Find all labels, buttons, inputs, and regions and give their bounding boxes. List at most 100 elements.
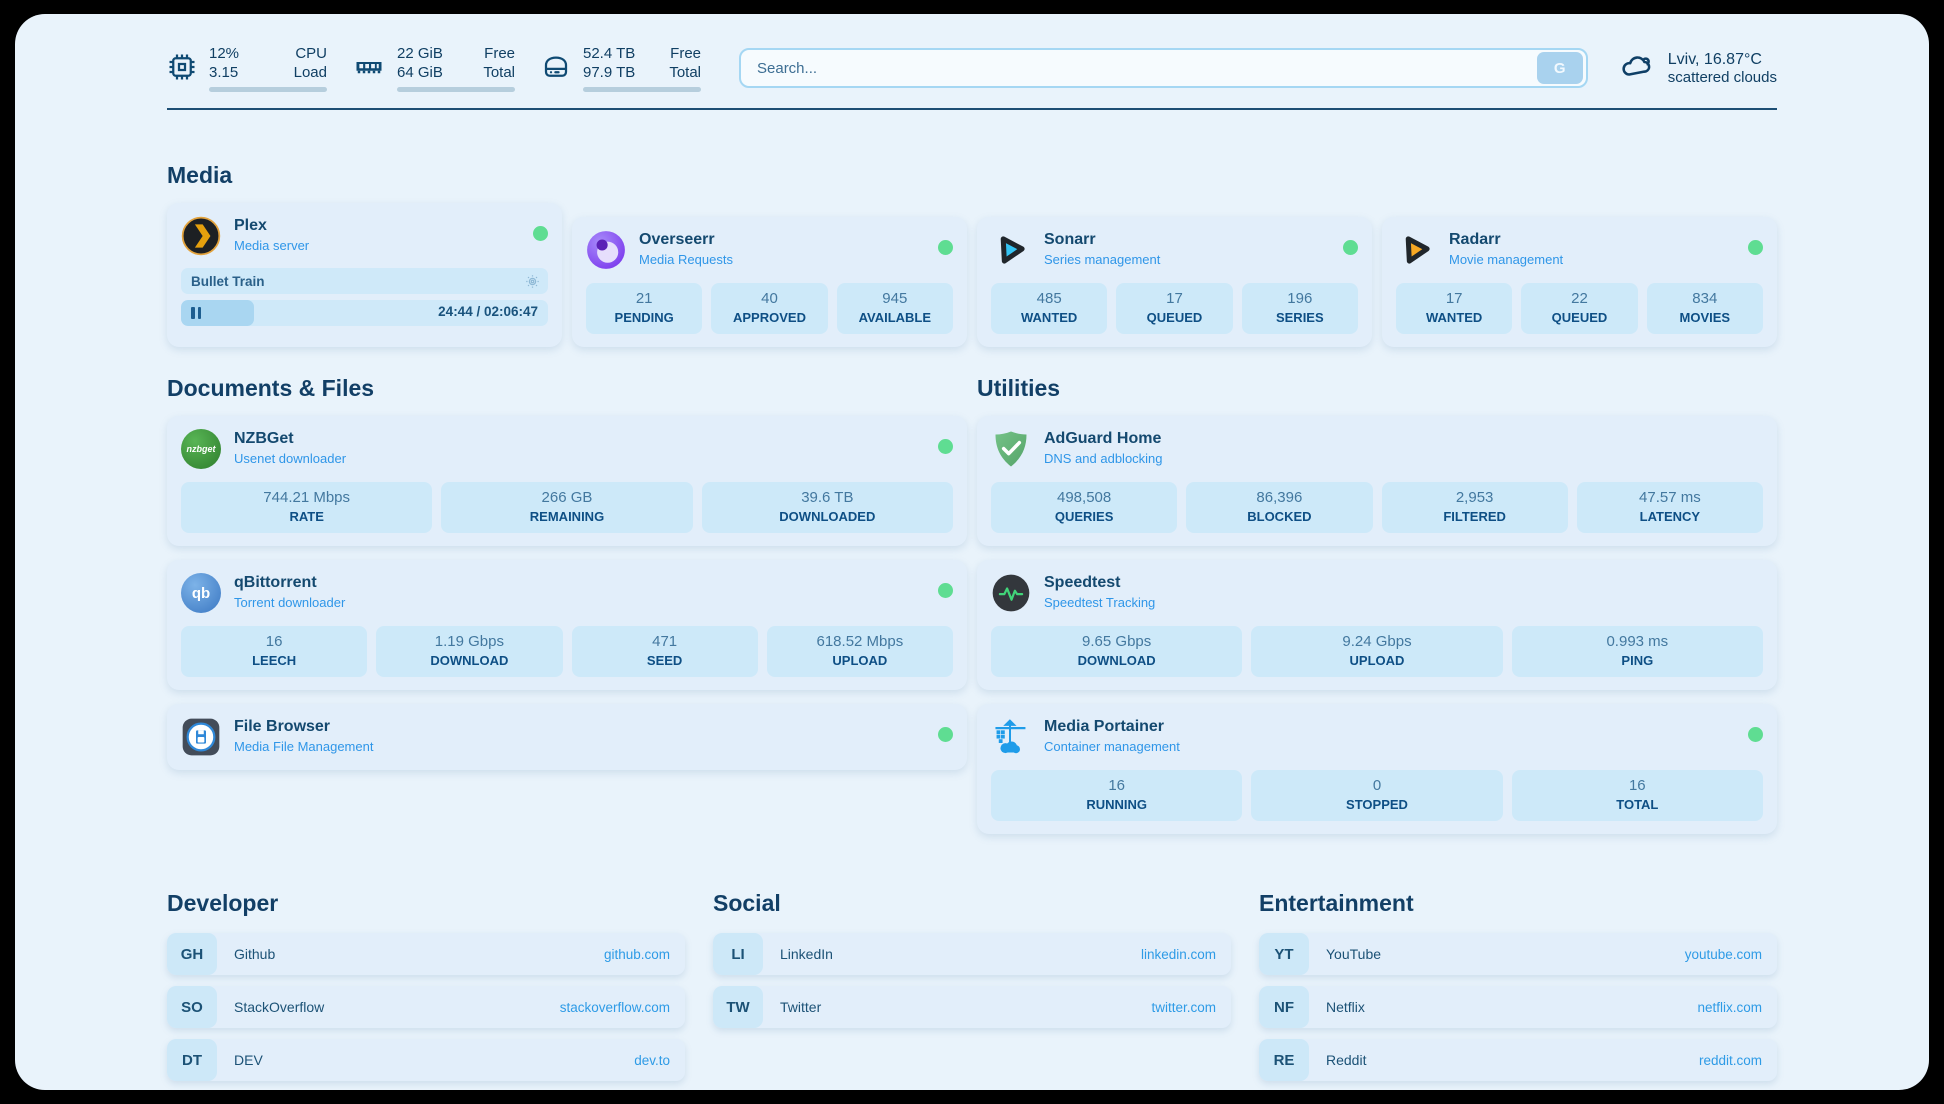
card-adguard[interactable]: AdGuard Home DNS and adblocking 498,508 …	[977, 416, 1777, 546]
search-engine-button[interactable]: G	[1536, 52, 1583, 84]
link-abbr: LI	[713, 933, 763, 975]
app-desc: Series management	[1044, 252, 1161, 267]
ram-label2: Total	[483, 64, 515, 81]
top-bar: 12% 3.15 CPU Load 22 GiB 64 GiB Free Total	[15, 14, 1929, 92]
stat-upload: 618.52 Mbps UPLOAD	[766, 626, 953, 677]
stat-rate: 744.21 Mbps RATE	[181, 482, 433, 533]
stat-series: 196 SERIES	[1241, 283, 1358, 334]
stat-pending: 21 PENDING	[586, 283, 703, 334]
card-nzbget[interactable]: nzbget NZBGet Usenet downloader 744.21 M…	[167, 416, 967, 546]
search-input[interactable]	[741, 59, 1537, 77]
link-reddit[interactable]: RE Reddit reddit.com	[1259, 1039, 1777, 1081]
link-name: Twitter	[780, 999, 822, 1015]
card-radarr[interactable]: Radarr Movie management 17 WANTED 22 QUE…	[1382, 217, 1777, 347]
stat-latency: 47.57 ms LATENCY	[1576, 482, 1763, 533]
gear-icon[interactable]	[525, 274, 540, 289]
app-desc: Media File Management	[234, 739, 374, 754]
stat-approved: 40 APPROVED	[711, 283, 828, 334]
status-dot	[533, 226, 548, 241]
nzbget-icon: nzbget	[181, 429, 221, 469]
status-dot	[938, 439, 953, 454]
cpu-label1: CPU	[295, 45, 327, 62]
stat-queued: 17 QUEUED	[1116, 283, 1233, 334]
app-desc: Usenet downloader	[234, 451, 347, 466]
stat-queries: 498,508 QUERIES	[991, 482, 1178, 533]
ram-free: 22 GiB	[397, 45, 443, 62]
stat-wanted: 17 WANTED	[1396, 283, 1513, 334]
status-dot	[1748, 727, 1763, 742]
status-dot	[938, 240, 953, 255]
stat-movies: 834 MOVIES	[1646, 283, 1763, 334]
cpu-stat: 12% 3.15 CPU Load	[167, 44, 327, 92]
card-qbittorrent[interactable]: qb qBittorrent Torrent downloader 16 LEE…	[167, 560, 967, 690]
stat-downloaded: 39.6 TB DOWNLOADED	[701, 482, 953, 533]
stat-blocked: 86,396 BLOCKED	[1186, 482, 1373, 533]
disk-label1: Free	[670, 45, 701, 62]
filebrowser-icon	[181, 717, 221, 757]
link-name: Netflix	[1326, 999, 1365, 1015]
cpu-percent: 12%	[209, 45, 240, 62]
section-title-entertainment: Entertainment	[1259, 890, 1414, 916]
status-dot	[1748, 240, 1763, 255]
app-name: Overseerr	[639, 231, 715, 248]
disk-icon	[541, 52, 571, 87]
app-name: qBittorrent	[234, 574, 317, 591]
card-sonarr[interactable]: Sonarr Series management 485 WANTED 17 Q…	[977, 217, 1372, 347]
link-name: LinkedIn	[780, 946, 833, 962]
disk-label2: Total	[669, 64, 701, 81]
section-title-social: Social	[713, 890, 781, 916]
developer-column: Developer GH Github github.com SO StackO…	[167, 890, 685, 1090]
radarr-icon	[1396, 230, 1436, 270]
app-name: Plex	[234, 217, 267, 234]
section-title-utilities: Utilities	[977, 375, 1061, 401]
app-desc: Media Requests	[639, 252, 733, 267]
ram-label1: Free	[484, 45, 515, 62]
app-name: NZBGet	[234, 430, 294, 447]
link-abbr: RE	[1259, 1039, 1309, 1081]
qbittorrent-icon: qb	[181, 573, 221, 613]
playback-progress-bar: 24:44 / 02:06:47	[181, 300, 548, 326]
app-name: Speedtest	[1044, 574, 1121, 591]
link-url: linkedin.com	[1140, 946, 1216, 962]
stat-stopped: 0 STOPPED	[1251, 770, 1503, 821]
link-dev[interactable]: DT DEV dev.to	[167, 1039, 685, 1081]
link-linkedin[interactable]: LI LinkedIn linkedin.com	[713, 933, 1231, 975]
link-youtube[interactable]: YT YouTube youtube.com	[1259, 933, 1777, 975]
pause-icon	[191, 307, 201, 319]
stat-remaining: 266 GB REMAINING	[441, 482, 693, 533]
link-url: reddit.com	[1698, 1052, 1762, 1068]
app-desc: Media server	[234, 238, 310, 253]
card-portainer[interactable]: Media Portainer Container management 16 …	[977, 704, 1777, 834]
plex-icon	[181, 216, 221, 256]
link-netflix[interactable]: NF Netflix netflix.com	[1259, 986, 1777, 1028]
link-abbr: DT	[167, 1039, 217, 1081]
card-speedtest[interactable]: Speedtest Speedtest Tracking 9.65 Gbps D…	[977, 560, 1777, 690]
documents-column: Documents & Files nzbget NZBGet Usenet d…	[167, 375, 967, 834]
ram-progress-bar	[397, 87, 515, 92]
link-github[interactable]: GH Github github.com	[167, 933, 685, 975]
link-abbr: YT	[1259, 933, 1309, 975]
stat-download: 9.65 Gbps DOWNLOAD	[991, 626, 1243, 677]
link-name: Github	[234, 946, 276, 962]
link-twitter[interactable]: TW Twitter twitter.com	[713, 986, 1231, 1028]
app-name: Sonarr	[1044, 231, 1096, 248]
portainer-icon	[991, 717, 1031, 757]
link-url: netflix.com	[1697, 999, 1762, 1015]
search-bar: G	[739, 48, 1588, 88]
cpu-loadavg: 3.15	[209, 64, 239, 81]
link-url: github.com	[603, 946, 670, 962]
link-url: twitter.com	[1151, 999, 1216, 1015]
stat-seed: 471 SEED	[571, 626, 758, 677]
link-stackoverflow[interactable]: SO StackOverflow stackoverflow.com	[167, 986, 685, 1028]
card-plex[interactable]: Plex Media server Bullet Train	[167, 203, 562, 347]
card-filebrowser[interactable]: File Browser Media File Management	[167, 704, 967, 770]
speedtest-icon	[991, 573, 1031, 613]
section-title-developer: Developer	[167, 890, 279, 916]
now-playing-title: Bullet Train	[191, 273, 265, 289]
disk-free: 52.4 TB	[583, 45, 636, 62]
section-title-documents: Documents & Files	[167, 375, 375, 401]
card-overseerr[interactable]: Overseerr Media Requests 21 PENDING 40 A…	[572, 217, 967, 347]
weather-location-temp: Lviv, 16.87°C	[1667, 50, 1762, 68]
adguard-icon	[991, 429, 1031, 469]
status-dot	[1343, 240, 1358, 255]
